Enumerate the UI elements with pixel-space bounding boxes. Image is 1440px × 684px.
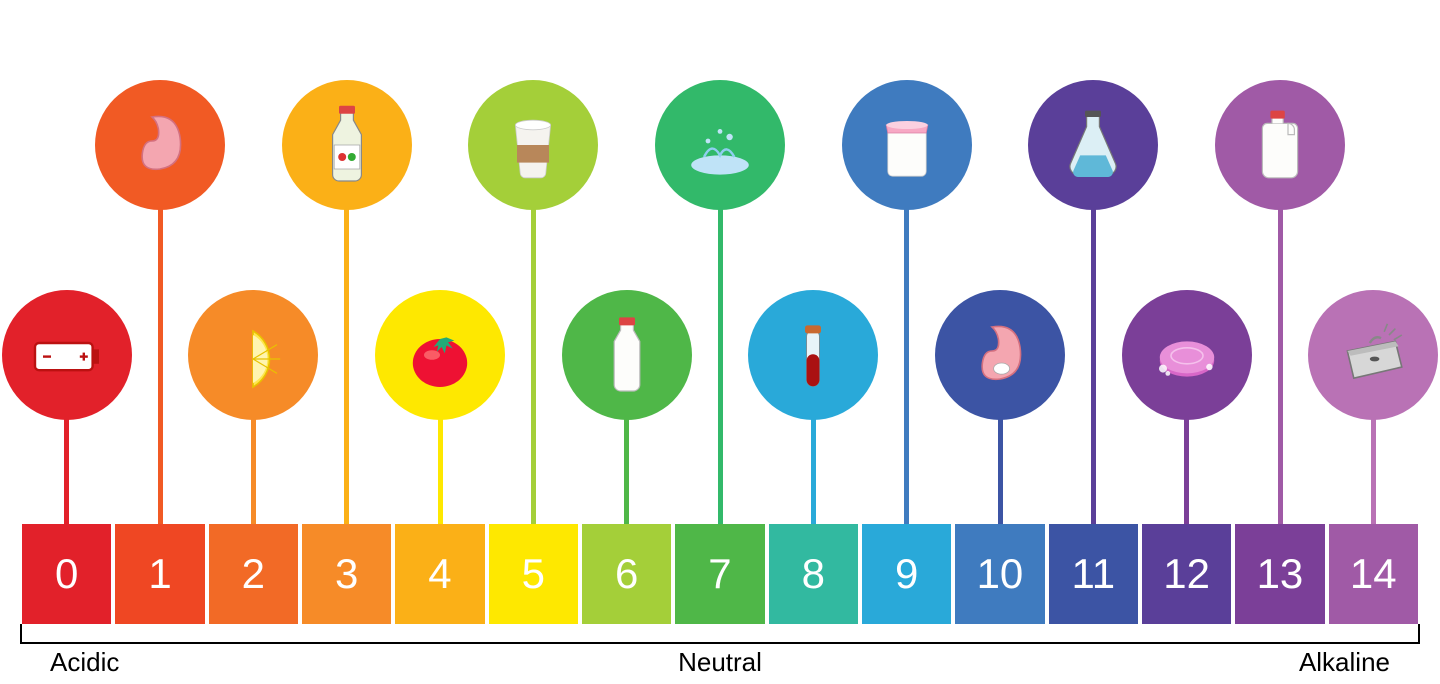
lemon-icon	[188, 290, 318, 420]
axis-labels: Acidic Neutral Alkaline	[20, 647, 1420, 678]
item-stem	[811, 418, 816, 524]
ph-scale-diagram: 01234567891011121314 Acidic Neutral Alka…	[20, 0, 1420, 684]
scale-cell-0: 0	[22, 524, 111, 624]
tablets-icon	[935, 290, 1065, 420]
item-stem	[1091, 208, 1096, 524]
tomato-icon	[375, 290, 505, 420]
coffee-icon	[468, 80, 598, 210]
item-stem	[64, 418, 69, 524]
scale-cell-9: 9	[862, 524, 951, 624]
soap-icon	[1122, 290, 1252, 420]
scale-cell-1: 1	[115, 524, 204, 624]
bleach-icon	[1215, 80, 1345, 210]
item-stem	[1371, 418, 1376, 524]
item-stem	[998, 418, 1003, 524]
scale-cell-3: 3	[302, 524, 391, 624]
item-stem	[251, 418, 256, 524]
scale-cell-7: 7	[675, 524, 764, 624]
item-stem	[438, 418, 443, 524]
bakingsoda-icon	[842, 80, 972, 210]
axis-label-neutral: Neutral	[678, 647, 762, 678]
scale-cell-8: 8	[769, 524, 858, 624]
ph-scale-row: 01234567891011121314	[20, 524, 1420, 624]
item-stem	[1278, 208, 1283, 524]
scale-cell-2: 2	[209, 524, 298, 624]
item-stem	[158, 208, 163, 524]
battery-icon	[2, 290, 132, 420]
axis-tick-right	[1418, 624, 1420, 644]
drain-icon	[1308, 290, 1438, 420]
flask-icon	[1028, 80, 1158, 210]
axis-line	[20, 642, 1420, 644]
axis-tick-left	[20, 624, 22, 644]
item-stem	[344, 208, 349, 524]
item-stem	[904, 208, 909, 524]
scale-cell-5: 5	[489, 524, 578, 624]
item-stem	[531, 208, 536, 524]
axis-label-acidic: Acidic	[50, 647, 119, 678]
scale-cell-4: 4	[395, 524, 484, 624]
item-stem	[624, 418, 629, 524]
scale-cell-10: 10	[955, 524, 1044, 624]
scale-cell-14: 14	[1329, 524, 1418, 624]
axis-label-alkaline: Alkaline	[1299, 647, 1390, 678]
blood-icon	[748, 290, 878, 420]
item-stem	[1184, 418, 1189, 524]
scale-cell-13: 13	[1235, 524, 1324, 624]
scale-cell-11: 11	[1049, 524, 1138, 624]
item-stem	[718, 208, 723, 524]
scale-cell-12: 12	[1142, 524, 1231, 624]
scale-cell-6: 6	[582, 524, 671, 624]
water-icon	[655, 80, 785, 210]
milk-icon	[562, 290, 692, 420]
stomach-icon	[95, 80, 225, 210]
vinegar-icon	[282, 80, 412, 210]
